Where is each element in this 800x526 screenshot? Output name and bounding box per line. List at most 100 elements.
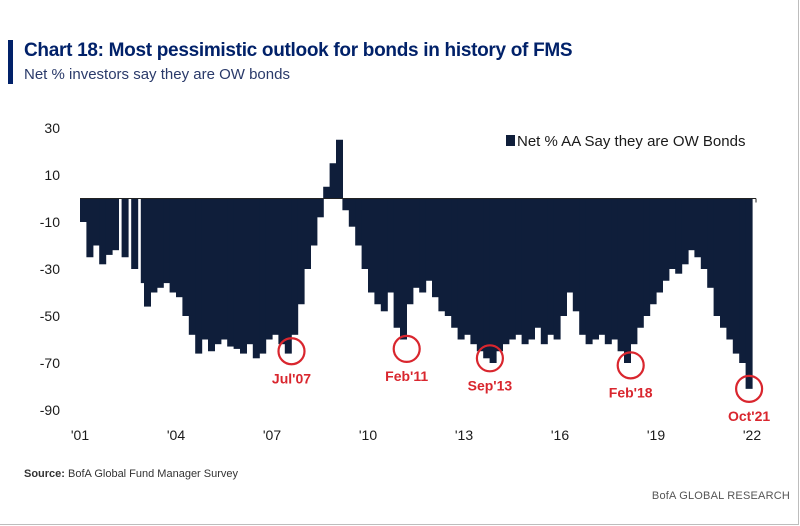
bar-97	[707, 198, 715, 288]
bar-22	[227, 198, 235, 347]
bar-56	[444, 198, 452, 316]
annotation-circle	[277, 337, 306, 366]
source-text: BofA Global Fund Manager Survey	[68, 468, 239, 480]
title-accent-bar	[8, 40, 13, 84]
bar-92	[675, 198, 683, 274]
bar-93	[681, 198, 689, 265]
bar-47	[387, 198, 395, 293]
bar-30	[278, 198, 286, 345]
x-tick-label: '07	[263, 427, 281, 443]
bar-6	[121, 198, 129, 258]
bar-74	[560, 198, 567, 316]
bar-46	[380, 198, 388, 312]
bar-64	[496, 198, 503, 352]
bar-3	[99, 198, 107, 265]
legend-swatch	[506, 135, 515, 146]
bar-37	[323, 186, 331, 199]
bar-28	[265, 198, 273, 340]
bar-68	[521, 198, 529, 345]
bar-25	[246, 198, 254, 345]
bar-61	[476, 198, 484, 352]
source-label: Source:	[24, 468, 65, 480]
bar-102	[739, 198, 747, 363]
y-tick-label: -50	[40, 308, 60, 324]
bar-13	[169, 198, 177, 293]
bar-73	[553, 198, 561, 340]
bar-75	[566, 198, 574, 293]
bar-57	[451, 198, 459, 328]
bar-45	[374, 198, 382, 305]
bar-103	[745, 198, 753, 389]
bar-44	[368, 198, 375, 293]
bar-19	[208, 198, 215, 352]
bar-17	[195, 198, 203, 354]
bar-82	[611, 198, 619, 340]
bar-29	[272, 198, 279, 335]
bar-76	[572, 198, 580, 312]
bar-53	[425, 198, 433, 281]
bar-79	[592, 198, 599, 340]
y-tick-label: 10	[44, 167, 60, 183]
bar-65	[502, 198, 510, 345]
y-tick-label: -30	[40, 261, 60, 277]
annotation-circle	[734, 374, 764, 403]
bar-16	[188, 198, 196, 335]
bar-14	[176, 198, 183, 298]
x-tick-label: '04	[167, 427, 185, 443]
chart-title: Chart 18: Most pessimistic outlook for b…	[24, 40, 573, 61]
bar-96	[700, 198, 708, 269]
bar-23	[233, 198, 241, 349]
bar-51	[412, 198, 420, 288]
bar-83	[617, 198, 625, 352]
bar-84	[624, 198, 631, 363]
bar-42	[355, 198, 363, 246]
bar-80	[598, 198, 606, 335]
annotation-circle	[392, 334, 421, 363]
bar-99	[720, 198, 727, 328]
bar-94	[688, 198, 695, 251]
bar-24	[240, 198, 247, 354]
bar-59	[464, 198, 471, 335]
bar-34	[304, 198, 311, 269]
bar-67	[515, 198, 523, 335]
x-tick-label: '01	[71, 427, 89, 443]
bar-77	[579, 198, 587, 335]
x-tick-label: '16	[551, 427, 569, 443]
bar-54	[432, 198, 439, 298]
bar-55	[438, 198, 446, 312]
bar-0	[80, 198, 87, 222]
brand-label: BofA GLOBAL RESEARCH	[651, 490, 790, 502]
bar-71	[540, 198, 548, 345]
bar-86	[636, 198, 644, 328]
bar-70	[534, 198, 542, 328]
bar-60	[470, 198, 478, 345]
annotation-circle	[616, 351, 645, 380]
y-tick-label: -70	[40, 355, 60, 371]
bar-69	[528, 198, 535, 340]
bar-101	[732, 198, 740, 354]
bar-91	[668, 198, 676, 269]
bar-11	[156, 198, 164, 288]
annotation-label: Oct'21	[728, 408, 770, 424]
legend-label: Net % AA Say they are OW Bonds	[517, 133, 745, 150]
bar-63	[489, 198, 497, 363]
bar-31	[284, 198, 292, 354]
bar-39	[336, 139, 343, 199]
source-note: Source: BofA Global Fund Manager Survey	[24, 468, 238, 480]
bar-36	[316, 198, 324, 218]
bar-50	[406, 198, 414, 305]
bar-85	[630, 198, 638, 345]
bar-9	[144, 198, 151, 307]
x-tick-label: '10	[359, 427, 377, 443]
bar-98	[713, 198, 721, 316]
bar-40	[342, 198, 350, 211]
bar-1	[86, 198, 94, 258]
bar-100	[726, 198, 734, 340]
bar-52	[419, 198, 427, 293]
annotation-label: Feb'18	[609, 384, 653, 400]
bar-66	[508, 198, 516, 340]
bar-4	[105, 198, 113, 255]
bar-2	[92, 198, 100, 246]
y-tick-label: 30	[44, 120, 60, 136]
bar-95	[694, 198, 702, 258]
